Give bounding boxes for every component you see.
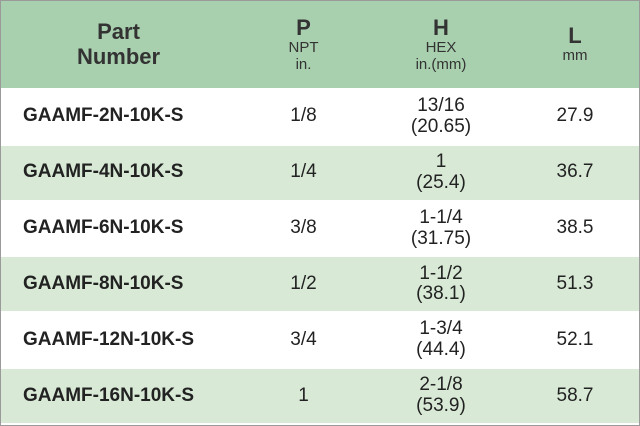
header-unit: HEX <box>425 39 457 57</box>
cell: 1-1/2 (38.1) <box>371 257 511 314</box>
part-number: GAAMF-4N-10K-S <box>1 145 236 202</box>
cell-line: 1-1/4 <box>419 206 463 228</box>
cell-line: (31.75) <box>410 227 472 249</box>
cell: 27.9 <box>511 90 639 146</box>
cell: 58.7 <box>511 369 639 425</box>
cell: 51.3 <box>511 257 639 314</box>
cell: 3/8 <box>236 202 371 258</box>
cell: 38.5 <box>511 202 639 258</box>
cell: 3/4 <box>236 313 371 370</box>
cell-line: (53.9) <box>416 395 466 417</box>
cell: 1 <box>236 369 371 425</box>
part-number: GAAMF-12N-10K-S <box>1 313 236 370</box>
cell: 13/16 (20.65) <box>371 90 511 146</box>
cell: 1-3/4 (44.4) <box>371 313 511 370</box>
cell: 52.1 <box>511 313 639 370</box>
header-title: Part <box>97 19 140 45</box>
header-cell: H HEX in.(mm) <box>371 1 511 90</box>
cell-line: 2-1/8 <box>419 374 463 396</box>
header-title: P <box>296 14 311 40</box>
header-title: L <box>568 23 582 49</box>
header-cell: Part Number <box>1 1 236 90</box>
cell-line: (20.65) <box>410 115 472 137</box>
cell-line: (25.4) <box>416 171 466 193</box>
cell-line: 13/16 <box>417 95 465 117</box>
part-number: GAAMF-6N-10K-S <box>1 202 236 258</box>
part-number: GAAMF-16N-10K-S <box>1 369 236 425</box>
cell: 1/8 <box>236 90 371 146</box>
cell: 1/4 <box>236 145 371 202</box>
part-number: GAAMF-2N-10K-S <box>1 90 236 146</box>
header-title: H <box>433 14 449 40</box>
cell: 2-1/8 (53.9) <box>371 369 511 425</box>
part-number: GAAMF-8N-10K-S <box>1 257 236 314</box>
cell: 1/2 <box>236 257 371 314</box>
header-unit: mm <box>562 47 588 65</box>
cell: 36.7 <box>511 145 639 202</box>
header-unit: NPT <box>288 39 319 57</box>
cell: 1-1/4 (31.75) <box>371 202 511 258</box>
cell-line: (38.1) <box>416 283 466 305</box>
cell-line: 1 <box>435 150 447 172</box>
cell-line: 1-3/4 <box>419 318 463 340</box>
header-unit: in. <box>295 55 312 73</box>
header-title: Number <box>76 43 161 69</box>
cell: 1 (25.4) <box>371 145 511 202</box>
cell-line: (44.4) <box>416 339 466 361</box>
header-unit: in.(mm) <box>415 55 467 73</box>
cell-line: 1-1/2 <box>419 262 463 284</box>
header-cell: P NPT in. <box>236 1 371 90</box>
